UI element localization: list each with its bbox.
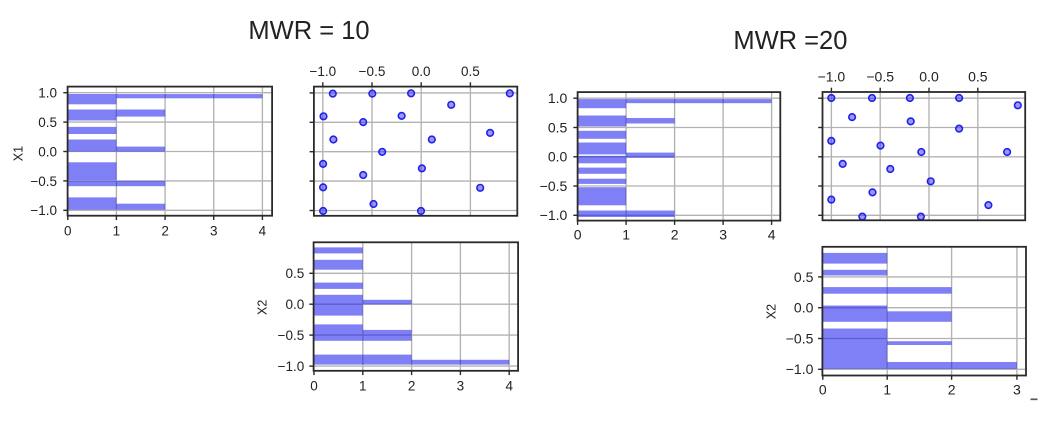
svg-text:−1.0: −1.0 bbox=[30, 203, 57, 218]
svg-text:4: 4 bbox=[768, 227, 776, 243]
svg-text:0.0: 0.0 bbox=[38, 144, 57, 159]
svg-text:0.0: 0.0 bbox=[412, 64, 431, 79]
svg-text:1: 1 bbox=[883, 382, 891, 398]
svg-text:X1: X1 bbox=[11, 146, 25, 161]
svg-text:2: 2 bbox=[948, 382, 956, 398]
svg-text:X2: X2 bbox=[764, 304, 778, 319]
svg-text:1: 1 bbox=[359, 378, 367, 393]
svg-text:0.5: 0.5 bbox=[794, 269, 814, 285]
svg-text:1: 1 bbox=[113, 223, 121, 238]
svg-text:4: 4 bbox=[505, 378, 513, 393]
svg-text:0: 0 bbox=[310, 378, 318, 393]
svg-text:−1.0: −1.0 bbox=[786, 361, 814, 377]
svg-text:0.5: 0.5 bbox=[461, 64, 480, 79]
svg-text:1.0: 1.0 bbox=[548, 90, 568, 106]
svg-text:0: 0 bbox=[574, 227, 582, 243]
svg-text:0: 0 bbox=[64, 223, 72, 238]
svg-text:0.0: 0.0 bbox=[286, 297, 305, 312]
svg-text:0.5: 0.5 bbox=[38, 115, 57, 130]
svg-text:1: 1 bbox=[622, 227, 630, 243]
svg-text:0.5: 0.5 bbox=[968, 69, 988, 85]
svg-text:3: 3 bbox=[457, 378, 465, 393]
svg-text:2: 2 bbox=[408, 378, 416, 393]
svg-text:2: 2 bbox=[161, 223, 169, 238]
svg-text:−1.0: −1.0 bbox=[818, 69, 846, 85]
svg-text:2: 2 bbox=[671, 227, 679, 243]
svg-text:0.0: 0.0 bbox=[919, 69, 939, 85]
svg-text:−0.5: −0.5 bbox=[278, 328, 305, 343]
svg-text:3: 3 bbox=[719, 227, 727, 243]
svg-text:0.0: 0.0 bbox=[794, 300, 814, 316]
svg-text:0.5: 0.5 bbox=[548, 119, 568, 135]
svg-text:−0.5: −0.5 bbox=[359, 64, 386, 79]
svg-text:3: 3 bbox=[210, 223, 218, 238]
svg-text:1.0: 1.0 bbox=[38, 86, 57, 101]
svg-text:−0.5: −0.5 bbox=[540, 178, 568, 194]
svg-text:−0.5: −0.5 bbox=[30, 174, 57, 189]
svg-text:MWR = 10: MWR = 10 bbox=[248, 17, 369, 45]
svg-text:3: 3 bbox=[1013, 382, 1021, 398]
svg-text:4: 4 bbox=[259, 223, 267, 238]
svg-text:X2: X2 bbox=[256, 300, 270, 315]
svg-text:MWR =20: MWR =20 bbox=[733, 27, 847, 55]
svg-text:0: 0 bbox=[819, 382, 827, 398]
svg-text:−1.0: −1.0 bbox=[278, 359, 305, 374]
svg-text:−1.0: −1.0 bbox=[309, 64, 336, 79]
svg-text:−1.0: −1.0 bbox=[540, 207, 568, 223]
svg-text:0.0: 0.0 bbox=[548, 149, 568, 165]
svg-text:−0.5: −0.5 bbox=[866, 69, 894, 85]
svg-text:0.5: 0.5 bbox=[286, 266, 305, 281]
svg-text:−0.5: −0.5 bbox=[786, 330, 814, 346]
